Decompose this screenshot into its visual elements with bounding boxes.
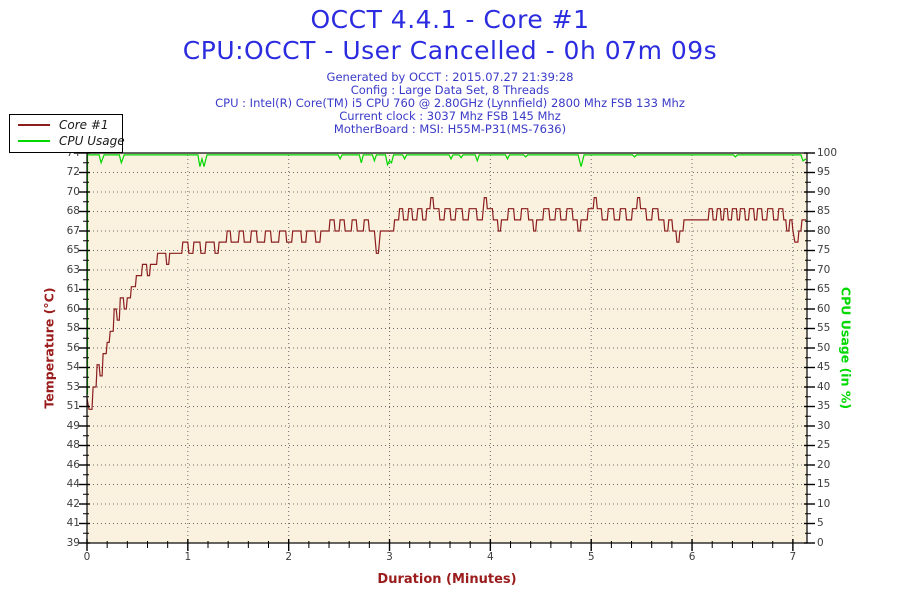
- x-tick-label: 0: [83, 551, 91, 563]
- y-axis-title-cpu-usage: CPU Usage (in %): [838, 286, 854, 410]
- x-tick-label: 2: [285, 551, 293, 563]
- legend-label-cpu-usage: CPU Usage: [59, 134, 125, 148]
- y-left-tick-label: 68: [66, 205, 80, 217]
- y-left-tick-label: 41: [66, 517, 80, 529]
- y-right-tick-label: 50: [817, 341, 831, 354]
- y-left-tick-label: 53: [66, 380, 80, 393]
- y-right-tick-label: 100: [817, 146, 838, 159]
- y-right-tick-label: 30: [817, 419, 831, 432]
- y-right-tick-label: 0: [817, 536, 824, 549]
- x-axis-title-duration: Duration (Minutes): [377, 572, 517, 587]
- y-right-tick-label: 90: [817, 185, 831, 198]
- y-right-tick-label: 25: [817, 439, 831, 451]
- x-tick-label: 6: [688, 551, 696, 563]
- legend-item-cpu-usage: CPU Usage: [10, 133, 125, 149]
- y-right-tick-label: 75: [817, 244, 831, 256]
- y-left-tick-label: 54: [66, 361, 80, 373]
- system-info-block: Generated by OCCT : 2015.07.27 21:39:28 …: [0, 71, 900, 136]
- x-tick-label: 1: [184, 551, 192, 563]
- y-left-tick-label: 72: [66, 166, 80, 178]
- y-left-tick-label: 39: [66, 536, 80, 549]
- core1-series-line: [86, 197, 806, 410]
- cpu-usage-series-line: [86, 154, 807, 395]
- y-left-tick-label: 49: [66, 419, 80, 432]
- info-motherboard: MotherBoard : MSI: H55M-P31(MS-7636): [333, 122, 567, 136]
- plot-background: [87, 153, 807, 543]
- cpu-usage-line-swatch: [18, 140, 50, 142]
- y-left-tick-label: 42: [66, 497, 80, 510]
- y-right-tick-label: 15: [817, 478, 831, 490]
- y-left-tick-label: 61: [66, 283, 80, 295]
- y-right-tick-label: 85: [817, 205, 831, 217]
- x-tick-label: 3: [386, 551, 393, 563]
- info-generated-by: Generated by OCCT : 2015.07.27 21:39:28: [326, 70, 574, 84]
- x-tick-label: 4: [487, 551, 494, 563]
- page-title: OCCT 4.4.1 - Core #1: [310, 5, 590, 34]
- y-left-tick-label: 48: [66, 439, 80, 451]
- y-right-tick-label: 45: [817, 361, 831, 373]
- chart-legend: Core #1 CPU Usage: [9, 114, 125, 153]
- y-left-tick-label: 58: [66, 322, 80, 334]
- y-left-tick-label: 70: [66, 185, 80, 198]
- y-left-tick-label: 63: [66, 263, 80, 276]
- y-axis-title-temperature: Temperature (°C): [41, 287, 57, 409]
- legend-label-core1: Core #1: [59, 118, 109, 132]
- legend-item-core1: Core #1: [10, 117, 122, 133]
- y-right-tick-label: 65: [817, 283, 831, 295]
- y-right-tick-label: 20: [817, 458, 831, 471]
- y-right-tick-label: 5: [817, 517, 824, 529]
- x-tick-label: 5: [587, 551, 595, 563]
- y-right-tick-label: 40: [817, 380, 831, 393]
- core1-line-swatch: [18, 124, 50, 126]
- y-left-tick-label: 56: [66, 341, 80, 354]
- y-right-tick-label: 55: [817, 322, 831, 334]
- y-left-tick-label: 46: [66, 458, 80, 471]
- page-subtitle: CPU:OCCT - User Cancelled - 0h 07m 09s: [182, 36, 718, 65]
- y-left-tick-label: 51: [66, 400, 80, 412]
- info-current-clock: Current clock : 3037 Mhz FSB 145 Mhz: [339, 109, 561, 123]
- info-cpu: CPU : Intel(R) Core(TM) i5 CPU 760 @ 2.8…: [215, 96, 685, 110]
- y-right-tick-label: 10: [817, 497, 831, 510]
- y-right-tick-label: 70: [817, 263, 831, 276]
- y-left-tick-label: 65: [66, 244, 80, 256]
- y-left-tick-label: 44: [66, 478, 80, 490]
- y-right-tick-label: 80: [817, 224, 831, 237]
- y-left-tick-label: 67: [66, 224, 80, 237]
- info-config: Config : Large Data Set, 8 Threads: [350, 83, 550, 97]
- y-left-tick-label: 60: [66, 302, 80, 315]
- y-right-tick-label: 35: [817, 400, 831, 412]
- y-right-tick-label: 95: [817, 166, 831, 178]
- y-right-tick-label: 60: [817, 302, 831, 315]
- x-tick-label: 7: [789, 551, 797, 563]
